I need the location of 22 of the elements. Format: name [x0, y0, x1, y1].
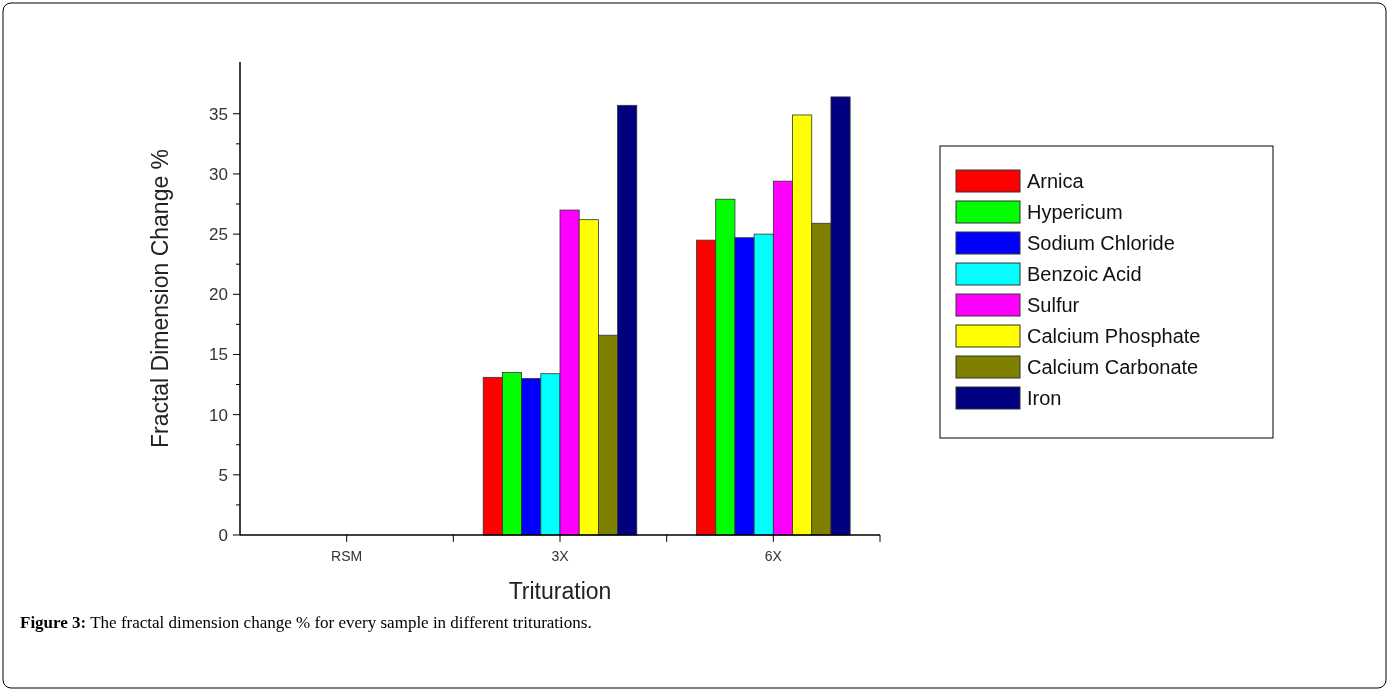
y-tick-label: 30	[209, 164, 228, 184]
y-tick-label: 35	[209, 104, 228, 124]
legend-label: Hypericum	[1027, 201, 1123, 223]
legend-label: Calcium Carbonate	[1027, 356, 1199, 378]
y-tick-label: 5	[218, 465, 228, 485]
x-tick-label: RSM	[331, 548, 363, 564]
y-axis-title: Fractal Dimension Change %	[147, 148, 173, 449]
y-tick-label: 15	[209, 345, 228, 365]
x-axis-title: Trituration	[508, 578, 612, 604]
legend-label: Calcium Phosphate	[1027, 325, 1201, 347]
legend-label: Sulfur	[1027, 294, 1080, 316]
legend-label: Arnica	[1027, 170, 1085, 192]
legend-label: Benzoic Acid	[1027, 263, 1142, 285]
legend-label: Sodium Chloride	[1027, 232, 1175, 254]
y-tick-label: 25	[209, 225, 228, 245]
x-tick-label: 3X	[551, 548, 570, 564]
caption: Figure 3: The fractal dimension change % for every sample in different triturations.	[20, 613, 592, 632]
legend-label: Iron	[1027, 387, 1062, 409]
y-tick-label: 10	[209, 405, 228, 425]
x-tick-label: 6X	[764, 548, 783, 564]
y-tick-label: 0	[218, 525, 228, 545]
y-tick-label: 20	[209, 285, 228, 305]
